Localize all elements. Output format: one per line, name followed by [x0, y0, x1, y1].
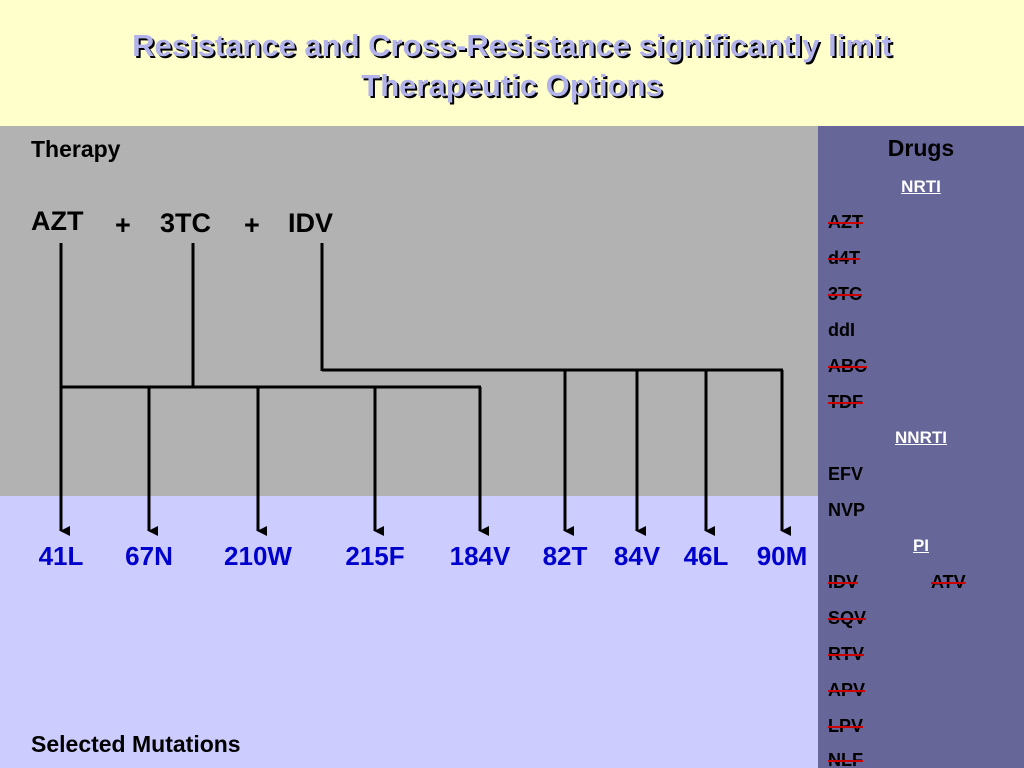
pi-header: PI [912, 536, 930, 555]
drug-item-pi: RTV [828, 644, 864, 664]
drug-item-nnrti: NVP [828, 500, 866, 520]
drugs-panel [818, 126, 1024, 768]
mutation-67n: 67N [125, 541, 173, 571]
title-bar: Resistance and Cross-Resistance signific… [0, 0, 1024, 126]
drug-item-pi: IDV [828, 572, 859, 592]
therapy-drug-idv: IDV [288, 208, 334, 238]
drugs-heading: Drugs [887, 135, 955, 161]
therapy-panel [0, 126, 818, 496]
drug-item-pi: NLF [828, 750, 863, 768]
mutation-82t: 82T [542, 541, 588, 571]
mutation-210w: 210W [224, 541, 292, 571]
therapy-label: Therapy [31, 136, 121, 162]
drug-item-nnrti: EFV [828, 464, 864, 484]
drug-item-nrti: AZT [828, 212, 863, 232]
drug-item-nrti: 3TC [828, 284, 863, 304]
drug-item-pi: LPV [828, 716, 864, 736]
slide-title-line-1: Resistance and Cross-Resistance signific… [132, 28, 892, 63]
therapy-drug-azt: AZT [31, 206, 84, 236]
drug-item-pi-extra: ATV [931, 572, 966, 592]
plus-sign-1: + [115, 210, 131, 240]
slide-title-line-2: Therapeutic Options [361, 68, 663, 103]
plus-sign-2: + [244, 210, 260, 240]
mutation-84v: 84V [613, 541, 661, 571]
mutation-tree-diagram [59, 243, 791, 536]
nnrti-header: NNRTI [895, 428, 947, 447]
selected-mutations-label: Selected Mutations [31, 731, 241, 757]
drug-item-pi: APV [828, 680, 866, 700]
mutation-215f: 215F [345, 541, 405, 571]
mutation-46l: 46L [683, 541, 729, 571]
drug-item-nrti: d4T [828, 248, 861, 268]
nrti-header: NRTI [901, 177, 941, 196]
drug-item-nrti: TDF [828, 392, 863, 412]
drug-item-nrti: ddI [828, 320, 855, 340]
mutation-184v: 184V [449, 541, 511, 571]
therapy-drug-3tc: 3TC [160, 208, 212, 238]
drug-item-pi: SQV [828, 608, 867, 628]
drug-item-nrti: ABC [828, 356, 867, 376]
mutation-90m: 90M [756, 541, 808, 571]
mutation-panel [0, 496, 818, 768]
mutation-41l: 41L [38, 541, 84, 571]
